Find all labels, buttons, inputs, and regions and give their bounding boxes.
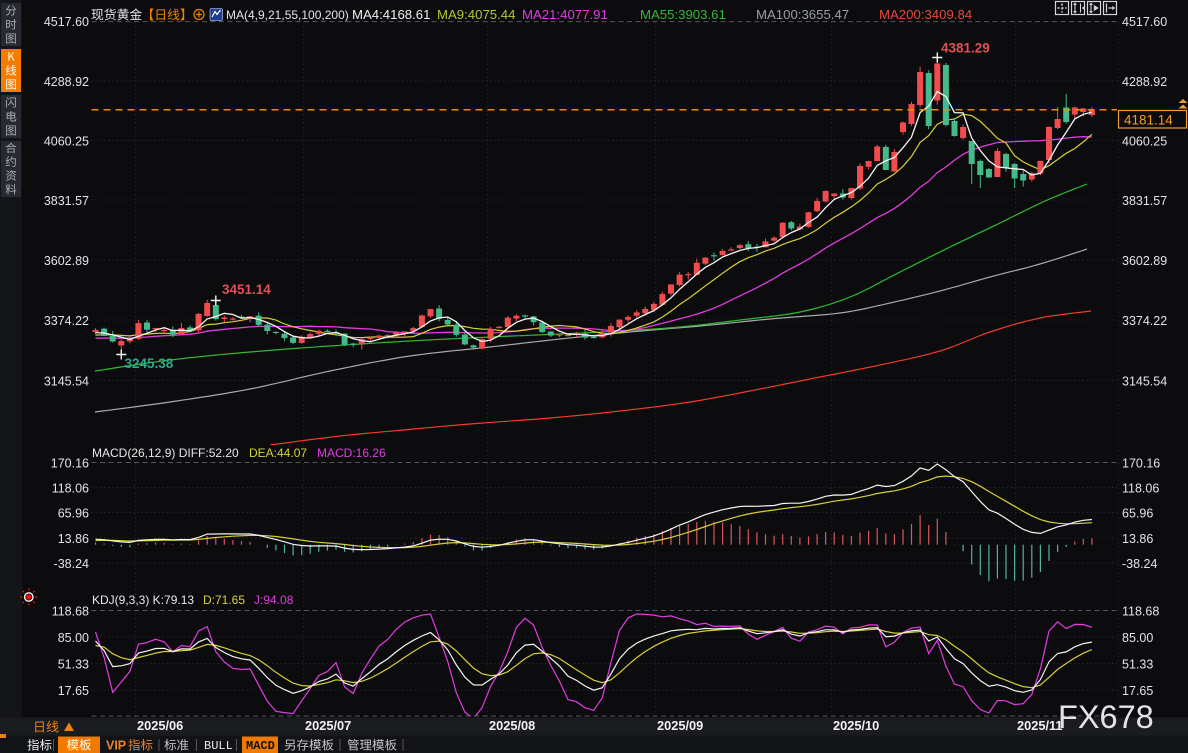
svg-text:MA21:4077.91: MA21:4077.91 — [522, 7, 608, 22]
svg-text:4517.60: 4517.60 — [1122, 15, 1167, 29]
svg-text:-38.24: -38.24 — [54, 557, 89, 571]
svg-text:MACD:16.26: MACD:16.26 — [317, 446, 386, 460]
svg-text:2025/06: 2025/06 — [137, 718, 183, 733]
svg-text:65.96: 65.96 — [1122, 507, 1153, 521]
svg-text:D:71.65: D:71.65 — [203, 593, 245, 607]
svg-text:MA55:3903.61: MA55:3903.61 — [640, 7, 726, 22]
svg-text:85.00: 85.00 — [58, 631, 89, 645]
svg-text:3831.57: 3831.57 — [1122, 194, 1167, 208]
svg-text:MA200:3409.84: MA200:3409.84 — [879, 7, 972, 22]
svg-text:MA4:4168.61: MA4:4168.61 — [352, 7, 430, 22]
svg-text:4381.29: 4381.29 — [941, 41, 990, 56]
svg-text:3831.57: 3831.57 — [44, 194, 89, 208]
svg-text:2025/08: 2025/08 — [489, 718, 535, 733]
svg-text:-38.24: -38.24 — [1122, 557, 1157, 571]
svg-text:118.06: 118.06 — [1122, 482, 1159, 496]
svg-text:118.68: 118.68 — [1122, 605, 1159, 619]
svg-text:3602.89: 3602.89 — [44, 254, 89, 268]
svg-text:17.65: 17.65 — [58, 684, 89, 698]
svg-text:3245.38: 3245.38 — [125, 356, 174, 371]
svg-text:3374.22: 3374.22 — [44, 314, 89, 328]
svg-text:FX678: FX678 — [1058, 699, 1154, 735]
svg-text:3145.54: 3145.54 — [1122, 375, 1167, 389]
svg-text:2025/09: 2025/09 — [657, 718, 703, 733]
svg-text:KDJ(9,3,3) K:79.13: KDJ(9,3,3) K:79.13 — [92, 593, 194, 607]
svg-text:3451.14: 3451.14 — [222, 282, 271, 297]
svg-text:4060.25: 4060.25 — [44, 135, 89, 149]
svg-text:118.68: 118.68 — [52, 605, 89, 619]
svg-text:MACD: MACD — [246, 739, 275, 753]
svg-text:3602.89: 3602.89 — [1122, 254, 1167, 268]
svg-text:BULL: BULL — [204, 739, 233, 753]
svg-text:4517.60: 4517.60 — [44, 15, 89, 29]
svg-text:13.86: 13.86 — [1122, 532, 1153, 546]
svg-text:3145.54: 3145.54 — [44, 375, 89, 389]
svg-text:MACD(26,12,9) DIFF:52.20: MACD(26,12,9) DIFF:52.20 — [92, 446, 239, 460]
svg-text:85.00: 85.00 — [1122, 631, 1153, 645]
svg-text:51.33: 51.33 — [1122, 658, 1153, 672]
svg-text:MA(4,9,21,55,100,200): MA(4,9,21,55,100,200) — [226, 8, 349, 22]
svg-text:170.16: 170.16 — [1122, 457, 1160, 471]
svg-text:J:94.08: J:94.08 — [254, 593, 294, 607]
svg-text:4181.14: 4181.14 — [1124, 113, 1173, 128]
svg-text:MA100:3655.47: MA100:3655.47 — [756, 7, 849, 22]
svg-text:VIP: VIP — [106, 739, 126, 753]
svg-text:51.33: 51.33 — [58, 658, 89, 672]
svg-text:17.65: 17.65 — [1122, 684, 1153, 698]
svg-text:2025/10: 2025/10 — [833, 718, 879, 733]
svg-text:3374.22: 3374.22 — [1122, 314, 1167, 328]
svg-text:DEA:44.07: DEA:44.07 — [249, 446, 307, 460]
svg-text:2025/07: 2025/07 — [305, 718, 351, 733]
svg-text:4288.92: 4288.92 — [44, 75, 89, 89]
svg-text:4288.92: 4288.92 — [1122, 75, 1167, 89]
svg-text:13.86: 13.86 — [58, 532, 89, 546]
svg-text:4060.25: 4060.25 — [1122, 135, 1167, 149]
svg-text:MA9:4075.44: MA9:4075.44 — [437, 7, 515, 22]
svg-text:2025/11: 2025/11 — [1017, 718, 1063, 733]
svg-text:170.16: 170.16 — [51, 457, 89, 471]
svg-text:65.96: 65.96 — [58, 507, 89, 521]
svg-text:118.06: 118.06 — [52, 482, 89, 496]
